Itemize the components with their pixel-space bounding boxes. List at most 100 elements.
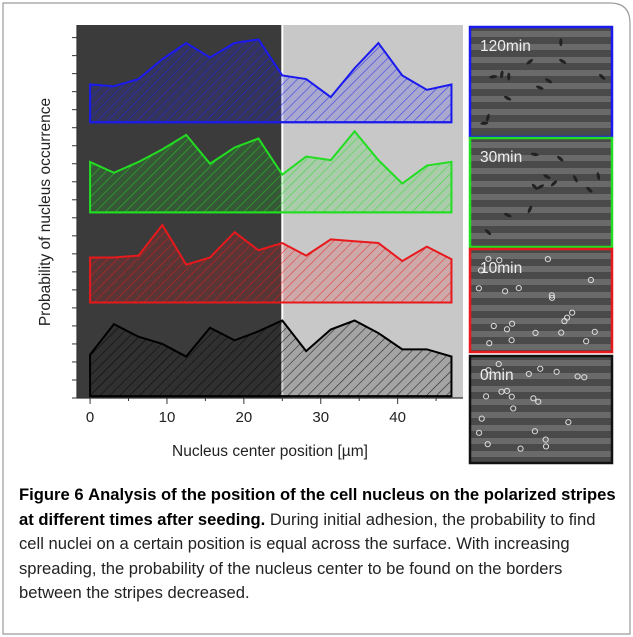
x-tick-label: 0: [86, 409, 94, 426]
cell: [559, 38, 563, 47]
panel-label: 10min: [480, 260, 522, 277]
cell: [532, 329, 539, 336]
stripe: [470, 155, 612, 161]
caption-title: Analysis of the position of the cell nuc…: [19, 485, 616, 529]
cell: [480, 121, 489, 125]
micrograph-border: [468, 136, 614, 249]
cell: [475, 429, 483, 436]
cell: [502, 288, 509, 295]
cell: [485, 255, 492, 262]
y-axis-label: Probability of nucleus occurrence: [37, 98, 54, 326]
cell: [531, 428, 538, 435]
cell: [550, 180, 558, 187]
cell: [508, 320, 516, 327]
cell: [507, 72, 511, 81]
cell: [543, 174, 551, 180]
x-tick-label: 40: [389, 409, 406, 426]
cell: [569, 309, 576, 316]
cell: [548, 294, 556, 301]
stripe: [470, 318, 612, 324]
area-hatch: [90, 225, 452, 303]
cell: [475, 285, 482, 292]
stripe: [470, 220, 612, 226]
stripe: [470, 96, 612, 102]
stripe: [470, 57, 612, 63]
stripe: [470, 233, 612, 239]
cell: [504, 212, 512, 218]
cell: [557, 155, 564, 162]
cell: [565, 419, 572, 426]
cell: [515, 285, 522, 292]
x-axis-label: Nucleus center position [µm]: [172, 443, 368, 460]
cell: [526, 58, 534, 65]
cell: [544, 255, 551, 263]
cell: [530, 152, 539, 157]
cell: [530, 395, 537, 402]
cell: [496, 257, 503, 264]
cell: [498, 388, 505, 395]
stripe: [470, 292, 612, 298]
stripe: [470, 181, 612, 187]
stripe: [470, 168, 612, 174]
area-hatch: [90, 39, 452, 123]
stripe: [470, 331, 612, 337]
cell: [536, 184, 545, 190]
cell: [503, 326, 511, 333]
cell: [486, 340, 493, 347]
cell: [559, 58, 567, 64]
cell: [586, 186, 593, 193]
stripe: [470, 373, 612, 379]
stripe: [470, 122, 612, 128]
cell: [478, 415, 485, 422]
panel-label: 0min: [480, 367, 514, 384]
stripe: [470, 44, 612, 50]
cell: [510, 405, 517, 412]
cell: [596, 172, 601, 181]
cell: [531, 183, 538, 190]
stripe: [470, 83, 612, 89]
cell: [599, 73, 606, 80]
micrograph: 10min: [468, 247, 614, 354]
stripe: [470, 386, 612, 392]
x-tick-label: 10: [159, 409, 176, 426]
cell: [525, 370, 532, 378]
cell: [486, 113, 490, 122]
micrograph: 30min: [468, 136, 614, 249]
panel-label: 30min: [480, 149, 522, 166]
cell: [583, 338, 590, 345]
cell: [553, 368, 560, 375]
cell: [504, 95, 512, 101]
micrograph-border: [468, 247, 614, 354]
area-outline: [89, 129, 453, 214]
stripe: [470, 451, 612, 457]
cell: [591, 328, 598, 335]
cell: [542, 436, 549, 443]
cell: [537, 365, 544, 372]
micrograph: 120min: [468, 25, 614, 139]
stripe: [470, 305, 612, 311]
stripe: [470, 109, 612, 115]
stripe: [470, 438, 612, 444]
micrograph: 0min: [468, 354, 614, 465]
cell: [485, 367, 492, 374]
stripe: [470, 207, 612, 213]
cell: [527, 205, 533, 213]
cell: [573, 175, 578, 183]
cell: [542, 443, 550, 450]
cell: [535, 398, 542, 405]
panel-label: 120min: [480, 38, 531, 55]
cell: [508, 337, 515, 344]
cell: [484, 229, 492, 236]
stripe: [470, 344, 612, 350]
stripe: [470, 360, 612, 366]
stripe: [470, 70, 612, 76]
area-outline: [89, 319, 453, 398]
cell: [495, 360, 502, 368]
cell: [477, 267, 485, 274]
cell: [545, 78, 553, 84]
area-hatch: [90, 131, 452, 213]
cell: [508, 393, 515, 400]
stripe: [470, 31, 612, 37]
cell: [548, 292, 555, 299]
